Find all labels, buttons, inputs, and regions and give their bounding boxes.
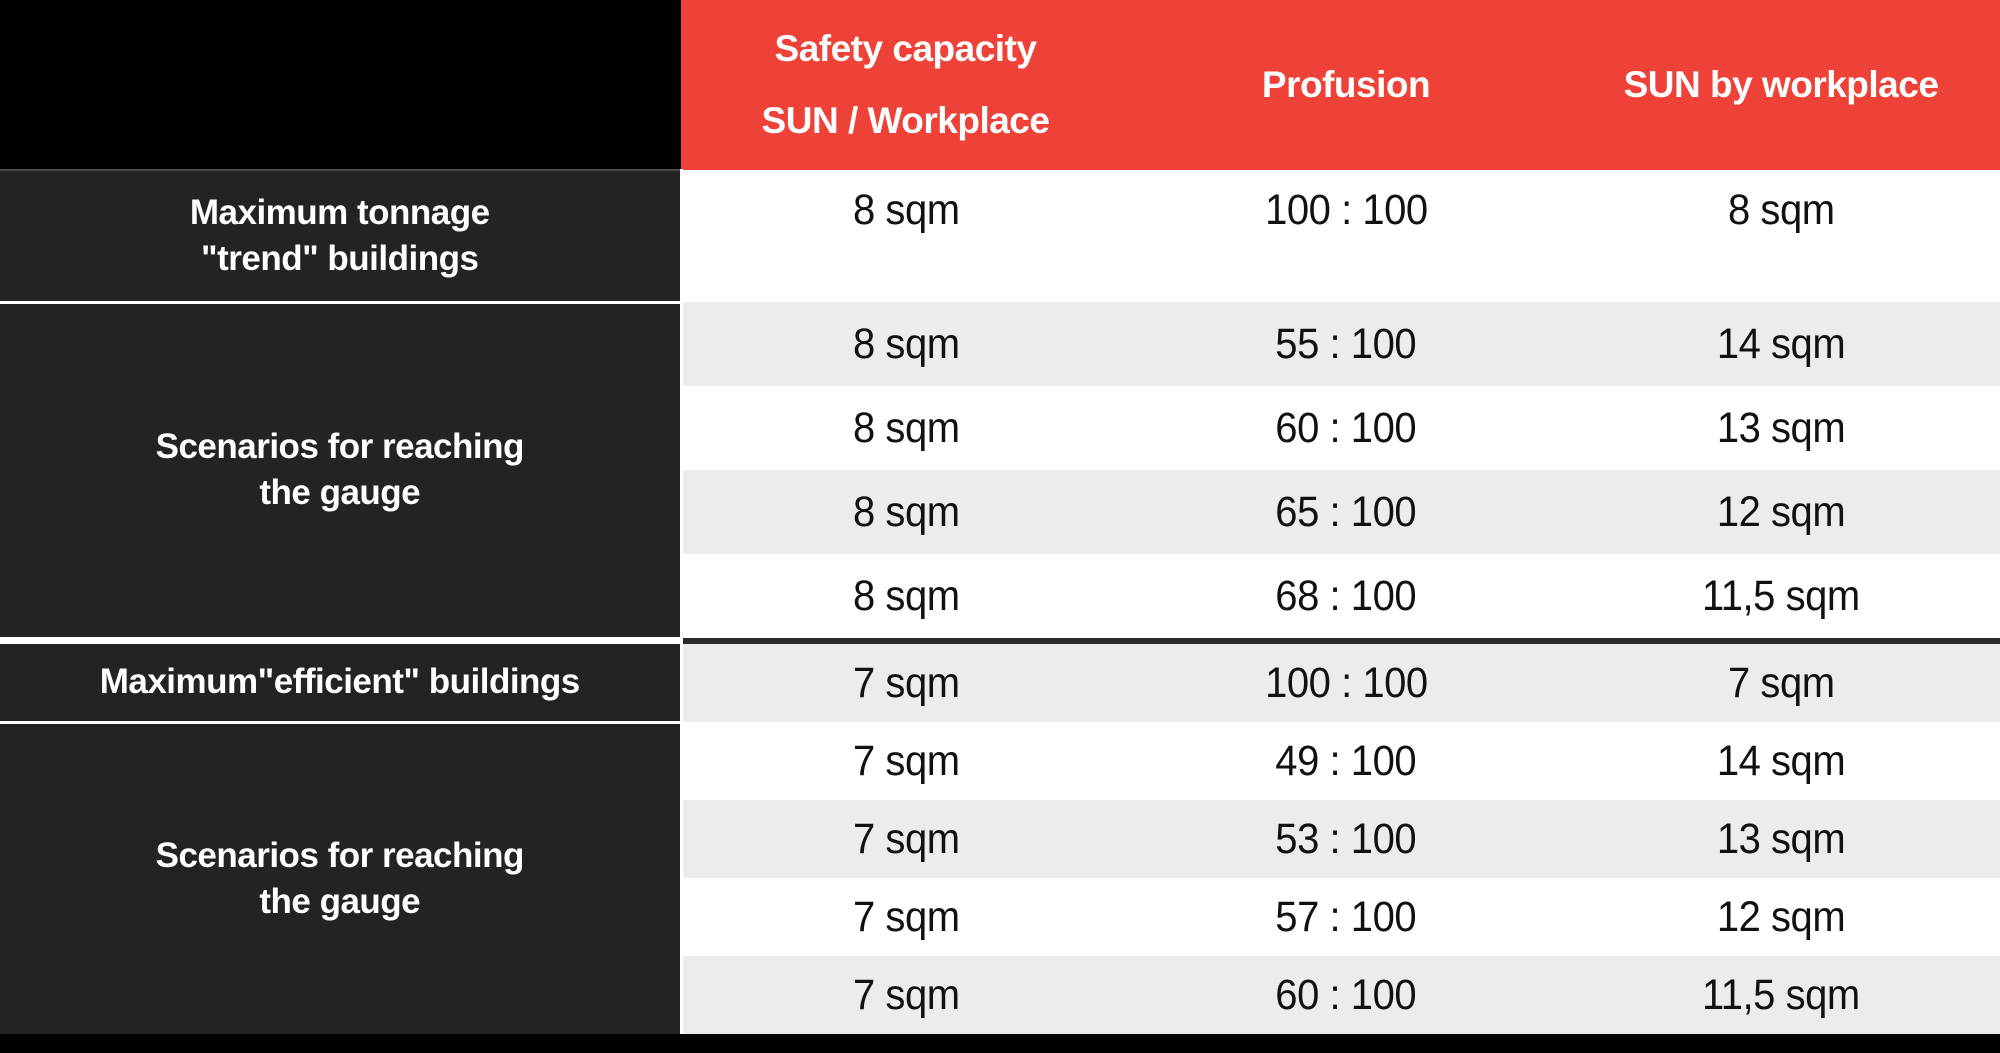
cell-capacity: 7 sqm [681,722,1130,800]
cell-profusion: 60 : 100 [1130,956,1562,1034]
row-label-trend-buildings: Maximum tonnage "trend" buildings [0,170,683,304]
cell-profusion: 100 : 100 [1130,644,1562,722]
cell-capacity: 8 sqm [681,386,1130,470]
header-line-gap [681,71,1130,99]
cell-sun: 11,5 sqm [1562,956,2000,1034]
table-row: 8 sqm 68 : 100 11,5 sqm [0,554,2000,638]
table-row: 8 sqm 65 : 100 12 sqm [0,470,2000,554]
row-label-line: Scenarios for reaching [155,426,525,466]
row-label-scenarios-trend: Scenarios for reaching the gauge [0,302,683,640]
cell-capacity: 7 sqm [681,956,1130,1034]
header-row: Safety capacity SUN / Workplace Profusio… [0,0,2000,171]
section-separator-row [0,638,2000,644]
header-profusion: Profusion [1130,0,1562,170]
cell-sun: 11,5 sqm [1562,554,2000,638]
row-label-line: the gauge [259,473,421,512]
header-corner-cell [0,0,681,171]
cell-sun: 14 sqm [1562,722,2000,800]
header-safety-capacity: Safety capacity SUN / Workplace [681,0,1130,170]
row-label-line: Maximum tonnage [189,192,490,232]
cell-sun: 12 sqm [1562,878,2000,956]
table-row: Maximum tonnage "trend" buildings 8 sqm … [0,170,2000,304]
header-safety-capacity-line2: SUN / Workplace [761,100,1050,141]
row-label-line: Scenarios for reaching [155,835,525,875]
cell-profusion: 55 : 100 [1130,302,1562,386]
table-row: Scenarios for reaching the gauge 7 sqm 4… [0,722,2000,1034]
separator-label-segment [0,638,683,644]
table-row: 7 sqm 57 : 100 12 sqm [0,878,2000,956]
row-label-efficient-buildings: Maximum"efficient" buildings [0,644,683,724]
cell-capacity: 8 sqm [681,554,1130,638]
table-row: 8 sqm 60 : 100 13 sqm [0,386,2000,470]
cell-capacity: 8 sqm [681,170,1130,302]
cell-capacity: 7 sqm [681,644,1130,722]
cell-capacity: 7 sqm [681,800,1130,878]
table-row: Maximum"efficient" buildings 7 sqm 100 :… [0,644,2000,724]
row-label-scenarios-efficient: Scenarios for reaching the gauge [0,722,683,1034]
cell-sun: 13 sqm [1562,800,2000,878]
cell-capacity: 8 sqm [681,470,1130,554]
bottom-black-bar [0,1034,2000,1053]
cell-capacity: 7 sqm [681,878,1130,956]
cell-profusion: 49 : 100 [1130,722,1562,800]
cell-profusion: 57 : 100 [1130,878,1562,956]
row-label-line: Maximum"efficient" buildings [99,662,581,702]
cell-profusion: 65 : 100 [1130,470,1562,554]
cell-sun: 12 sqm [1562,470,2000,554]
cell-sun: 13 sqm [1562,386,2000,470]
cell-profusion: 100 : 100 [1130,170,1562,302]
cell-profusion: 60 : 100 [1130,386,1562,470]
table-row: Scenarios for reaching the gauge 8 sqm 5… [0,302,2000,640]
header-sun-by-workplace: SUN by workplace [1562,0,2000,170]
cell-sun: 14 sqm [1562,302,2000,386]
separator-line [681,638,2000,644]
cell-profusion: 53 : 100 [1130,800,1562,878]
cell-sun: 8 sqm [1562,170,2000,302]
cell-capacity: 8 sqm [681,302,1130,386]
row-label-line: "trend" buildings [201,238,479,278]
table-row: 7 sqm 53 : 100 13 sqm [0,800,2000,878]
table-row: 7 sqm 60 : 100 11,5 sqm [0,956,2000,1034]
cell-sun: 7 sqm [1562,644,2000,722]
row-label-line: the gauge [259,881,421,921]
cell-profusion: 68 : 100 [1130,554,1562,638]
header-safety-capacity-line1: Safety capacity [774,27,1037,69]
